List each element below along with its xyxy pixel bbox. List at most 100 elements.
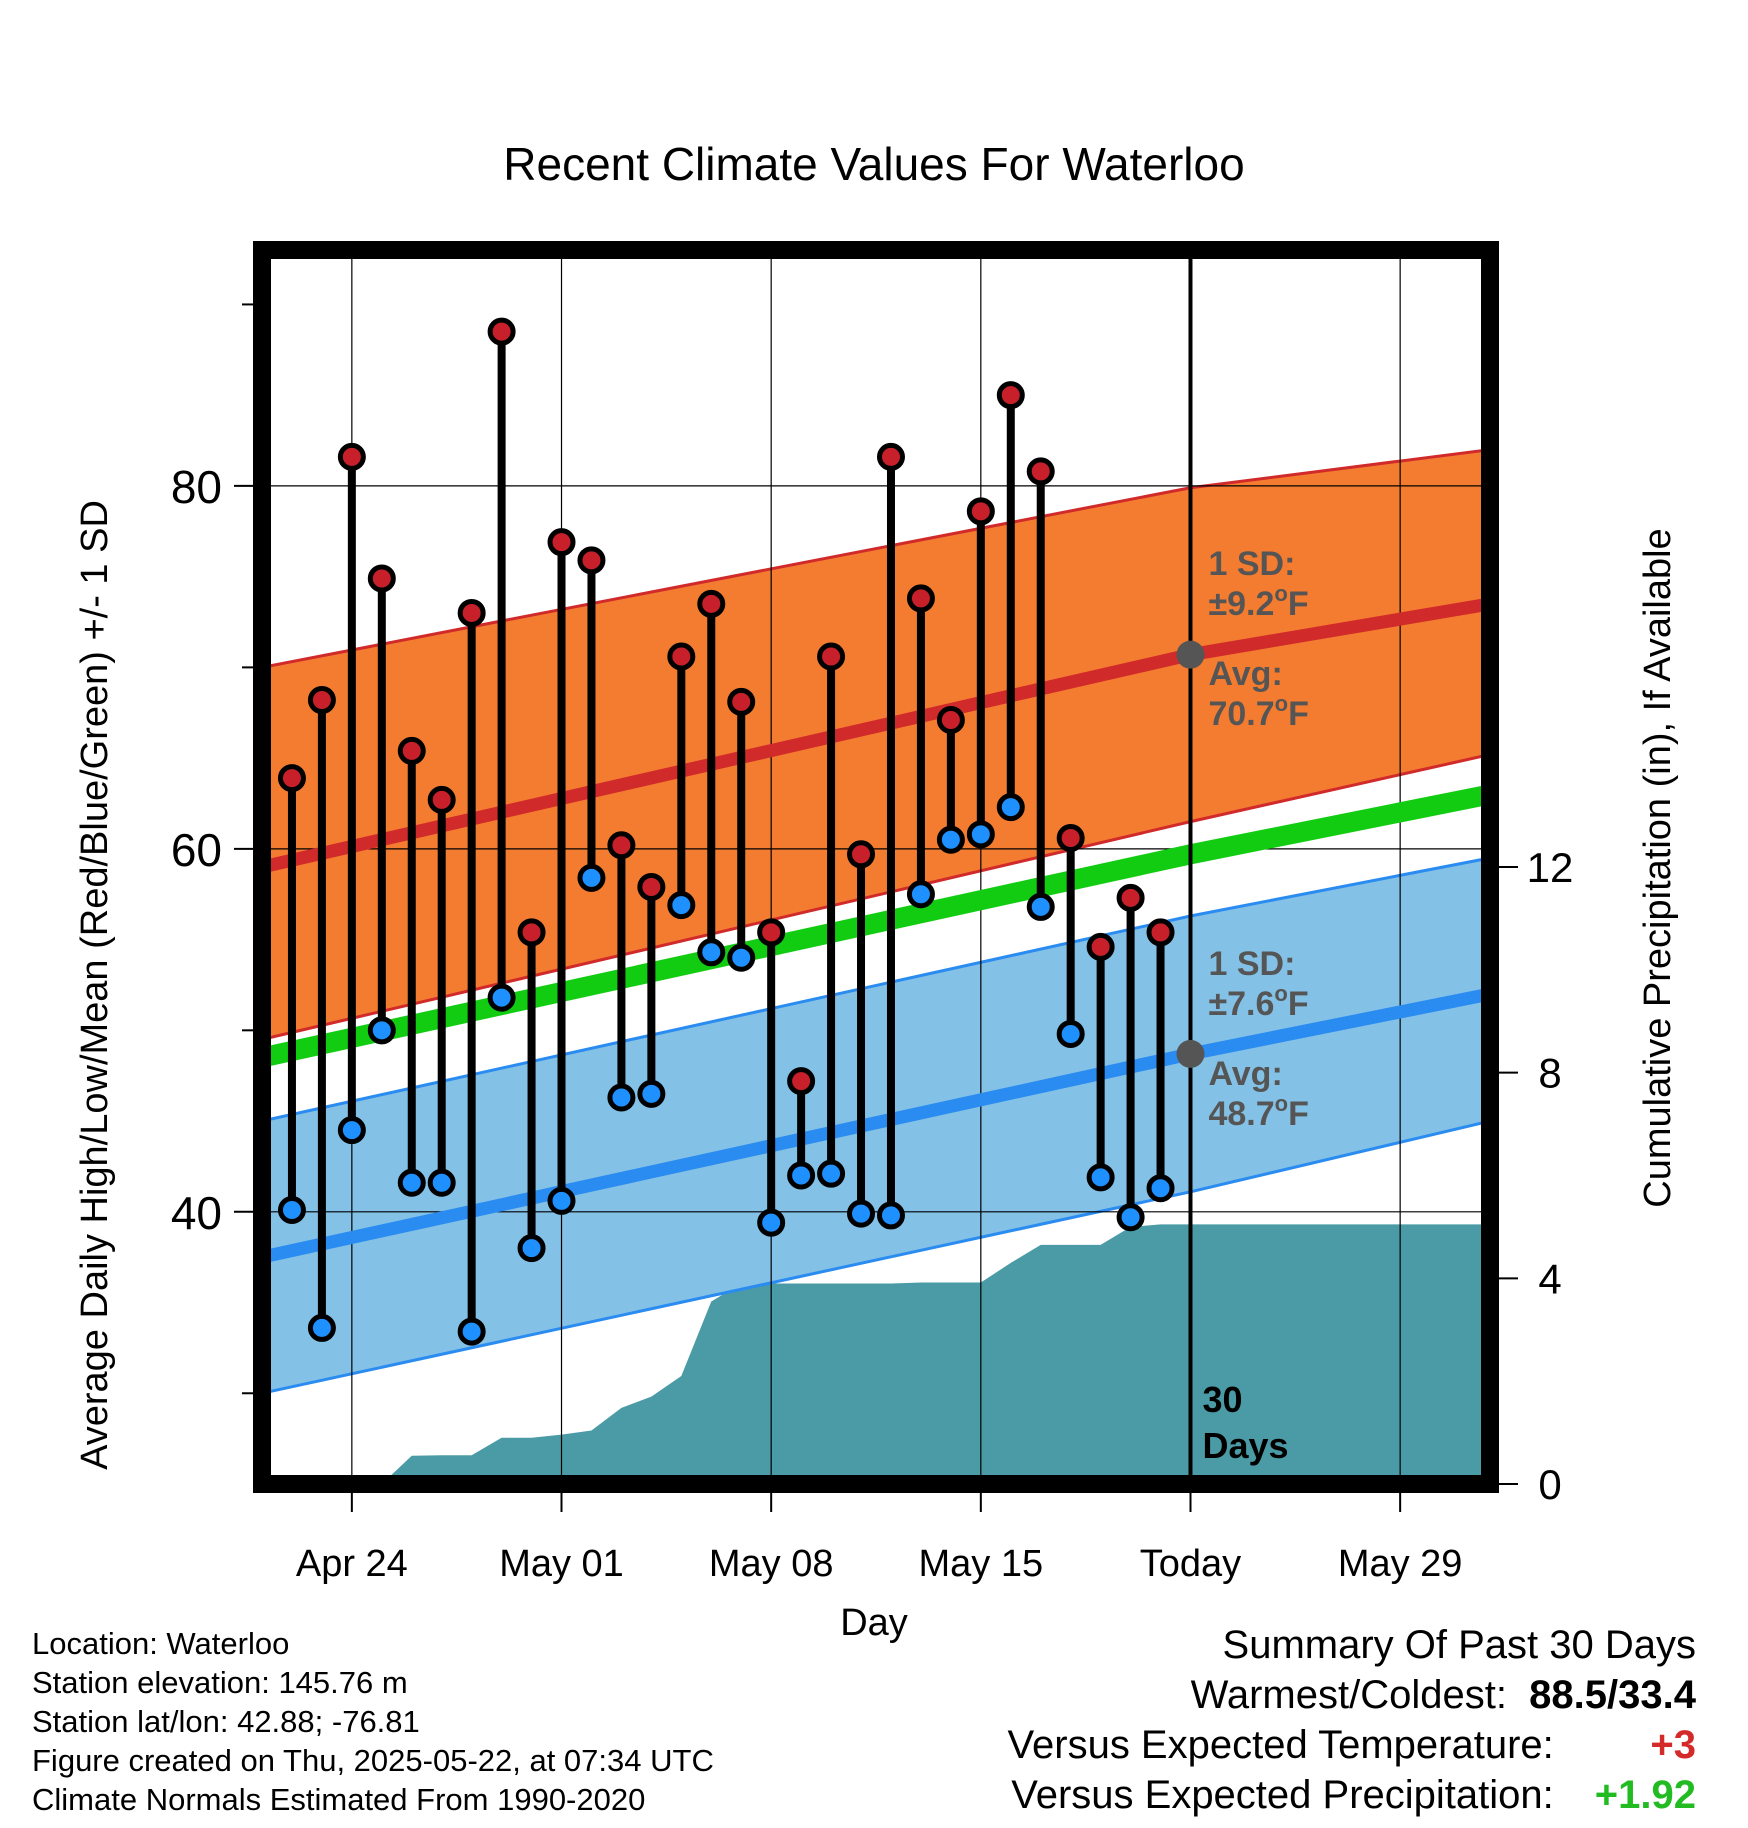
low-point [996, 793, 1025, 822]
high-point [547, 528, 576, 557]
low-point [427, 1168, 456, 1197]
high-point [307, 686, 336, 715]
low-point [1026, 892, 1055, 921]
low-sd-annotation-line-0: 1 SD: [1208, 945, 1295, 983]
x-tick-label: May 29 [1338, 1543, 1463, 1585]
low-point [277, 1195, 306, 1224]
high-point [607, 831, 636, 860]
low-point [337, 1116, 366, 1145]
y2-tick-label: 4 [1538, 1255, 1561, 1302]
high-point [277, 764, 306, 793]
x-tick-label: May 08 [709, 1543, 834, 1585]
low-point [637, 1079, 666, 1108]
high-point [1146, 918, 1175, 947]
low-point [727, 943, 756, 972]
plot-frame [253, 241, 1499, 1493]
low-point [1116, 1203, 1145, 1232]
low-point [936, 825, 965, 854]
high-point [337, 442, 366, 471]
warmest-label: Warmest/Coldest: [1190, 1673, 1507, 1717]
created-text: Figure created on Thu, 2025-05-22, at 07… [32, 1743, 714, 1778]
high-point [427, 785, 456, 814]
elevation-text: Station elevation: 145.76 m [32, 1665, 408, 1700]
high-point [367, 564, 396, 593]
y2-tick-label: 12 [1527, 844, 1574, 891]
warmest-row: Warmest/Coldest: 88.5/33.4 [1008, 1670, 1696, 1720]
low-point [1086, 1163, 1115, 1192]
high-point [847, 840, 876, 869]
summary-title: Summary Of Past 30 Days [1222, 1623, 1696, 1667]
low-point [966, 820, 995, 849]
high-point [817, 642, 846, 671]
low-point [697, 938, 726, 967]
x-axis-label: Day [840, 1602, 908, 1644]
high-point [757, 918, 786, 947]
y2-axis-label: Cumulative Precipitation (in), If Availa… [1637, 528, 1679, 1207]
latlon-text: Station lat/lon: 42.88; -76.81 [32, 1704, 420, 1739]
low-point [817, 1159, 846, 1188]
today-high-normal-marker [1176, 640, 1205, 669]
warmest-value: 88.5/33.4 [1529, 1673, 1696, 1717]
high-point [787, 1067, 816, 1096]
normals-text: Climate Normals Estimated From 1990-2020 [32, 1782, 646, 1817]
low-point [1056, 1019, 1085, 1048]
high-point [1026, 457, 1055, 486]
low-point [487, 983, 516, 1012]
precip-label: Versus Expected Precipitation: [1011, 1773, 1554, 1817]
high-point [577, 546, 606, 575]
low-point [757, 1208, 786, 1237]
low-point [577, 863, 606, 892]
y-tick-label: 40 [171, 1187, 222, 1239]
high-point [667, 642, 696, 671]
low-avg-annotation-line-1: 48.7oF [1208, 1091, 1308, 1133]
precip-value: +1.92 [1594, 1773, 1696, 1817]
temp-row: Versus Expected Temperature: +3 [1008, 1720, 1696, 1770]
y-axis-label: Average Daily High/Low/Mean (Red/Blue/Gr… [74, 500, 116, 1470]
high-point [936, 706, 965, 735]
high-point [906, 584, 935, 613]
y2-tick-label: 8 [1538, 1050, 1561, 1097]
low-point [1146, 1174, 1175, 1203]
high-sd-annotation-line-1: ±9.2oF [1208, 581, 1308, 623]
today-days-label-line-1: Days [1202, 1425, 1288, 1466]
low-point [457, 1317, 486, 1346]
chart-title: Recent Climate Values For Waterloo [503, 138, 1244, 190]
today-low-normal-marker [1176, 1039, 1205, 1068]
precip-row: Versus Expected Precipitation: +1.92 [1008, 1770, 1696, 1820]
high-avg-annotation-line-1: 70.7oF [1208, 691, 1308, 733]
low-point [787, 1161, 816, 1190]
station-info: Location: Waterloo Station elevation: 14… [32, 1624, 714, 1819]
low-avg-annotation-line-0: Avg: [1208, 1055, 1282, 1093]
high-point [727, 687, 756, 716]
low-point [547, 1186, 576, 1215]
x-tick-label: May 01 [499, 1543, 624, 1585]
plot-clipped [262, 250, 1490, 1484]
summary-panel: Summary Of Past 30 Days Warmest/Coldest:… [1008, 1620, 1696, 1820]
low-point [906, 880, 935, 909]
high-sd-annotation-line-0: 1 SD: [1208, 545, 1295, 583]
y-tick-label: 60 [171, 824, 222, 876]
temp-value: +3 [1650, 1723, 1696, 1767]
high-point [1116, 883, 1145, 912]
low-point [517, 1234, 546, 1263]
low-point [847, 1199, 876, 1228]
low-sd-annotation-line-1: ±7.6oF [1208, 981, 1308, 1023]
high-point [697, 589, 726, 618]
high-point [397, 736, 426, 765]
y2-tick-label: 0 [1538, 1461, 1561, 1508]
low-point [876, 1201, 905, 1230]
temp-label: Versus Expected Temperature: [1007, 1723, 1554, 1767]
low-point [607, 1083, 636, 1112]
low-point [367, 1016, 396, 1045]
low-point [307, 1313, 336, 1342]
today-days-label-line-0: 30 [1202, 1379, 1242, 1420]
x-tick-label: May 15 [919, 1543, 1044, 1585]
location-text: Location: Waterloo [32, 1626, 290, 1661]
high-point [637, 872, 666, 901]
high-point [487, 317, 516, 346]
high-point [996, 381, 1025, 410]
high-point [457, 598, 486, 627]
high-point [1056, 823, 1085, 852]
